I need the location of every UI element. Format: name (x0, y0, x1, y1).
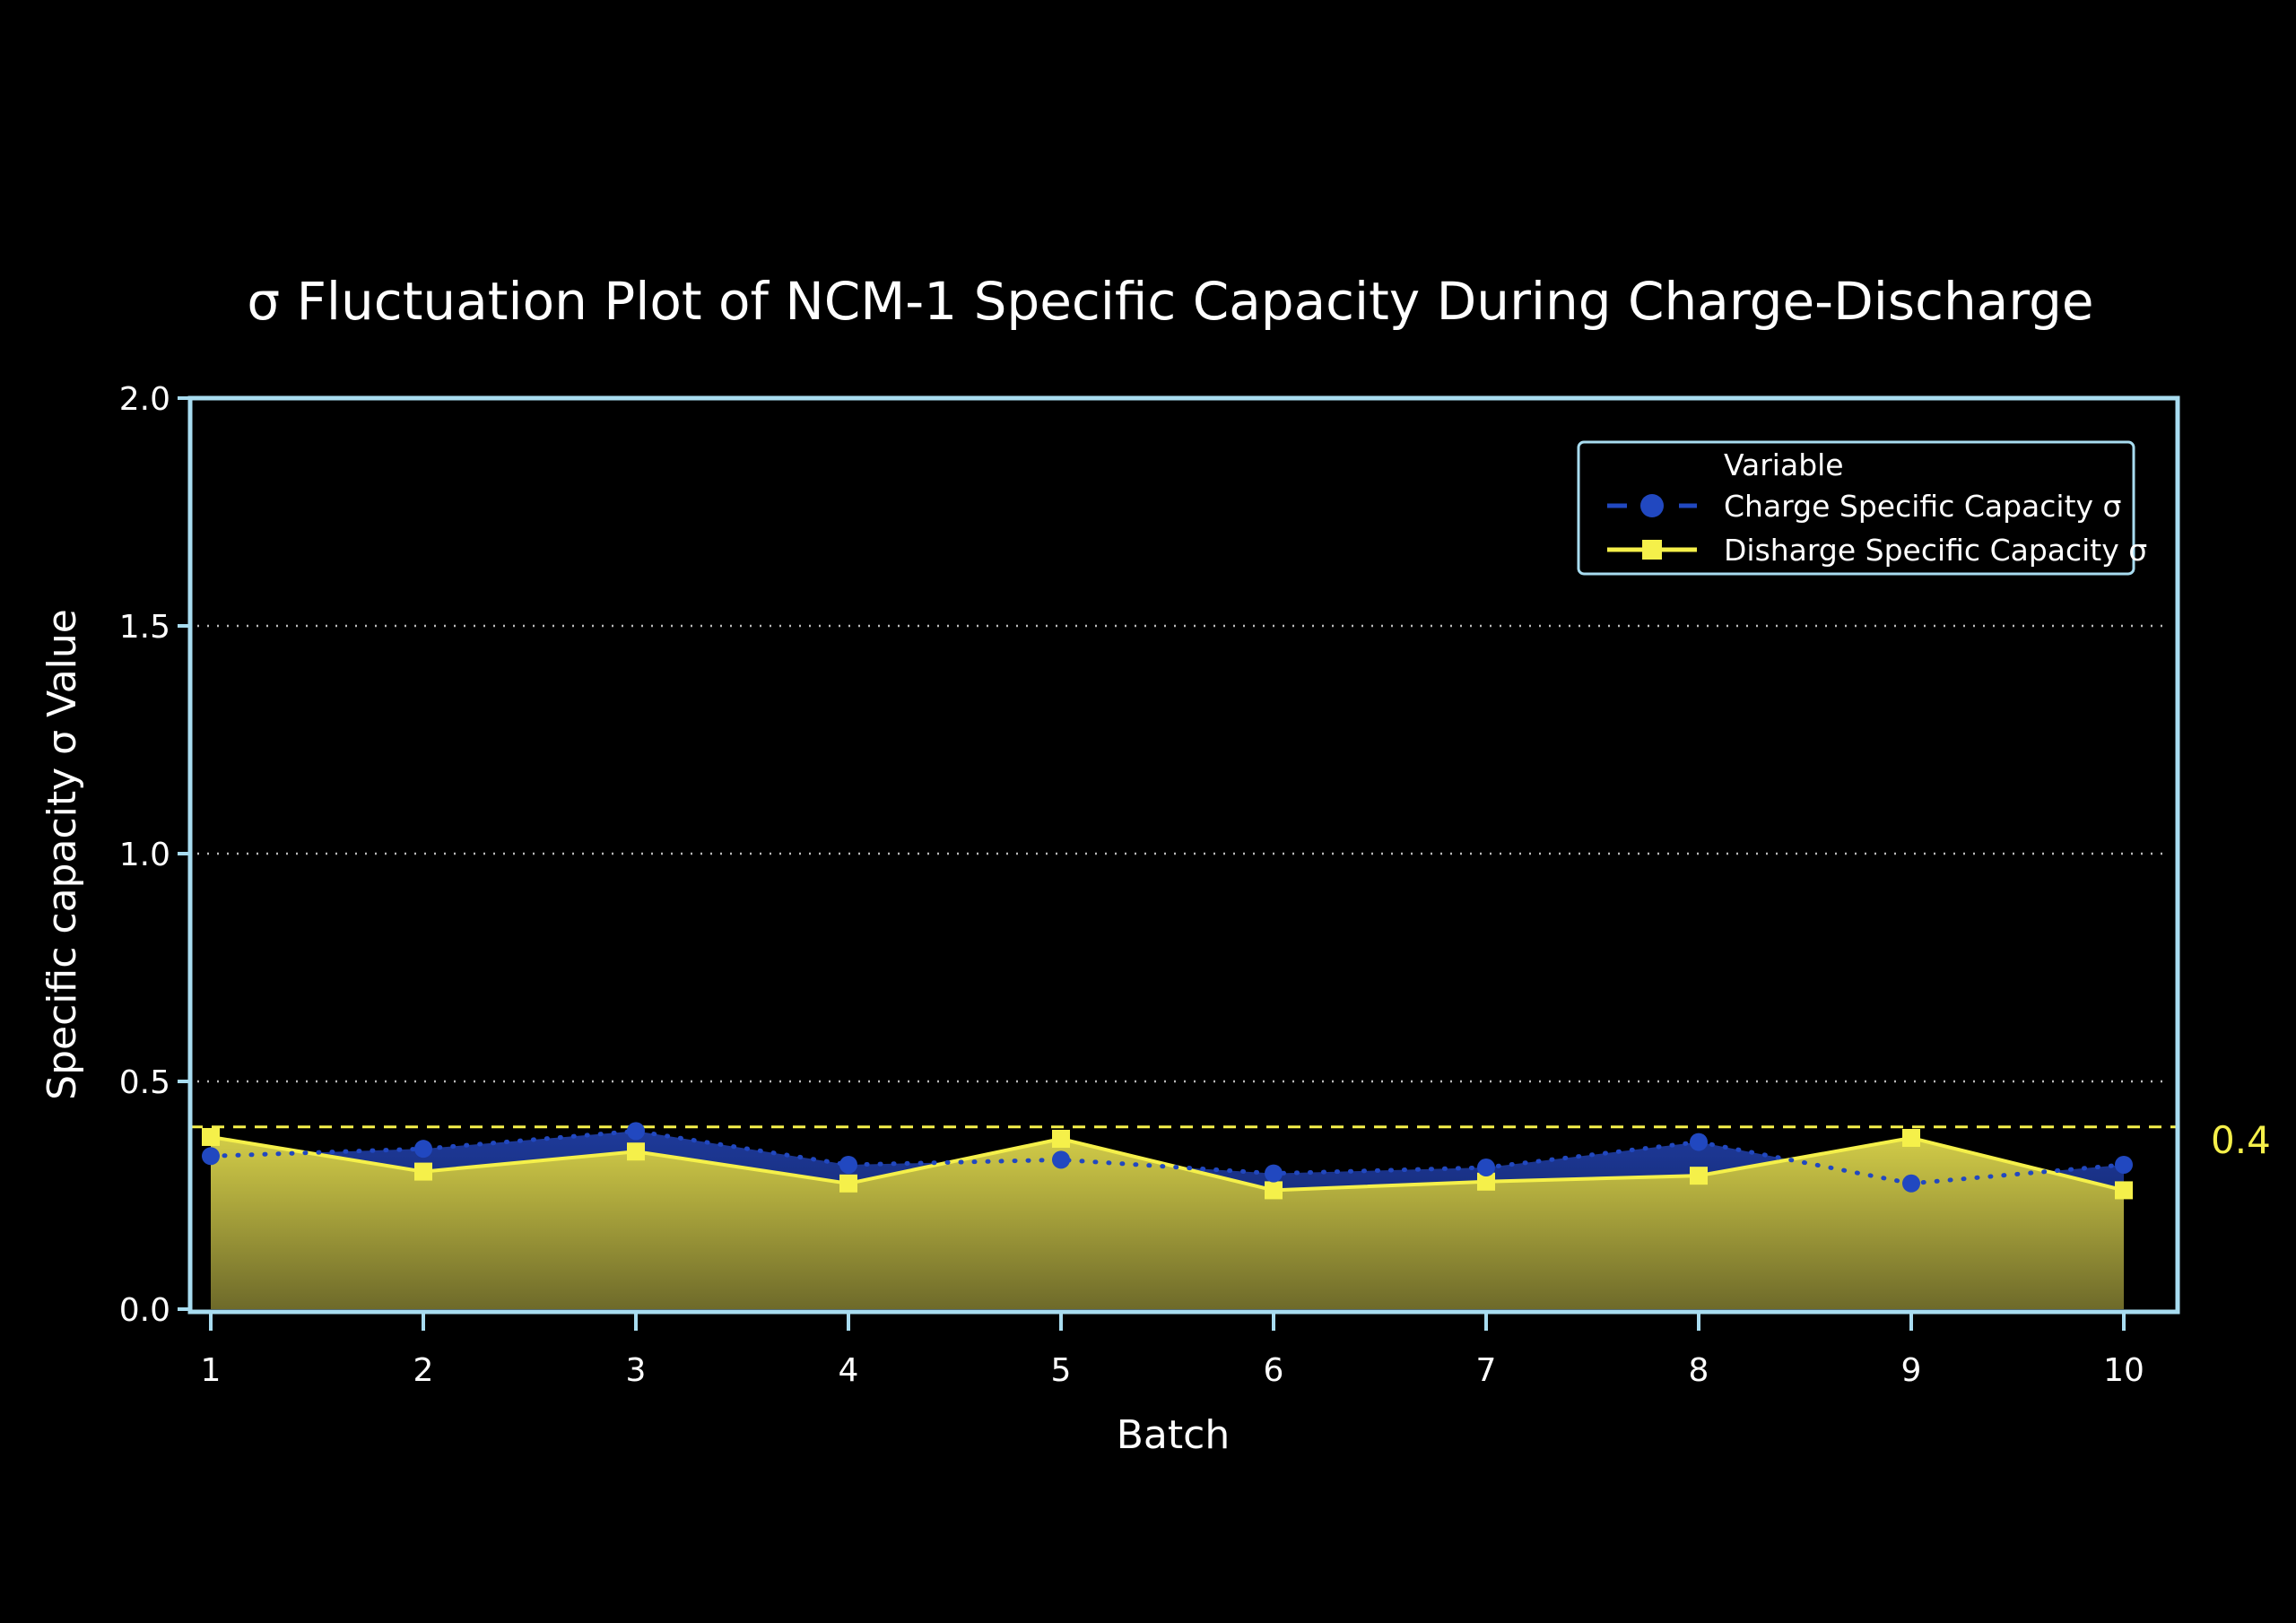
discharge-marker (1265, 1181, 1283, 1200)
legend-title: Variable (1724, 447, 1844, 482)
charge-marker (2115, 1155, 2133, 1174)
x-tick-label: 5 (1051, 1352, 1072, 1389)
x-axis-label: Batch (1117, 1412, 1230, 1458)
charge-marker (1902, 1174, 1920, 1193)
x-tick-label: 10 (2103, 1352, 2144, 1389)
charge-line (208, 1128, 2126, 1186)
charge-marker (1265, 1164, 1283, 1183)
charge-marker (839, 1155, 857, 1174)
discharge-marker (839, 1174, 857, 1193)
legend-charge-label: Charge Specific Capacity σ (1724, 489, 2121, 524)
x-tick-label: 6 (1264, 1352, 1284, 1389)
charge-marker (1052, 1150, 1070, 1169)
discharge-marker (2115, 1181, 2133, 1200)
legend-charge-marker (1640, 494, 1664, 517)
charge-marker (627, 1122, 645, 1141)
discharge-line (210, 1135, 2125, 1193)
y-tick-label: 1.0 (119, 837, 170, 873)
discharge-marker (1052, 1130, 1070, 1149)
legend-discharge-marker (1642, 540, 1662, 560)
y-tick-label: 0.0 (119, 1292, 170, 1329)
discharge-marker (202, 1127, 220, 1146)
charge-marker (202, 1147, 220, 1166)
x-tick-label: 1 (201, 1352, 222, 1389)
y-tick-label: 2.0 (119, 381, 170, 418)
reference-line-label: 0.4 (2211, 1118, 2271, 1162)
x-tick-label: 2 (413, 1352, 434, 1389)
discharge-marker (1477, 1172, 1495, 1191)
legend: Variable Charge Specific Capacity σ Dish… (1577, 440, 2147, 576)
charge-marker (1690, 1133, 1708, 1151)
chart-title: σ Fluctuation Plot of NCM-1 Specific Cap… (247, 271, 2093, 332)
legend-discharge-label: Disharge Specific Capacity σ (1724, 533, 2147, 568)
discharge-area (211, 1136, 2124, 1309)
discharge-marker (414, 1162, 432, 1181)
x-tick-label: 3 (626, 1352, 647, 1389)
x-tick-label: 9 (1901, 1352, 1922, 1389)
x-tick-label: 7 (1476, 1352, 1497, 1389)
x-tick-label: 4 (839, 1352, 859, 1389)
discharge-marker (1690, 1167, 1708, 1185)
x-tick-label: 8 (1689, 1352, 1709, 1389)
charge-marker (1477, 1159, 1495, 1177)
y-axis-label: Specific capacity σ Value (39, 609, 85, 1100)
y-tick-label: 1.5 (119, 609, 170, 646)
charge-marker (414, 1140, 432, 1159)
discharge-marker (627, 1142, 645, 1161)
y-tick-label: 0.5 (119, 1064, 170, 1101)
discharge-marker (1902, 1128, 1920, 1147)
